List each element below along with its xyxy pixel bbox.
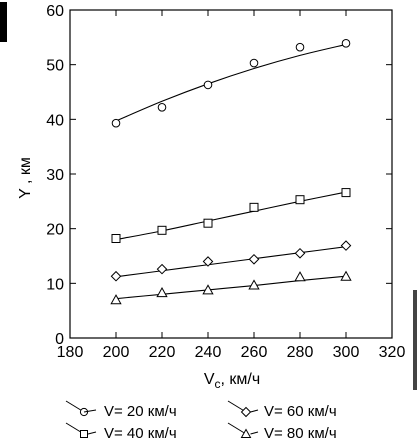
point-series-3-1 bbox=[156, 287, 168, 298]
legend-label-0: V= 20 км/ч bbox=[104, 403, 177, 420]
x-tick-label: 220 bbox=[149, 344, 176, 361]
fit-line-series-1 bbox=[115, 191, 347, 241]
y-axis-label: Y , км bbox=[17, 157, 34, 199]
point-series-3-0 bbox=[110, 294, 122, 305]
x-axis-label-main: V bbox=[204, 371, 215, 388]
legend-label-3: V= 80 км/ч bbox=[264, 425, 337, 442]
data-markers bbox=[110, 39, 352, 305]
legend-label-2: V= 60 км/ч bbox=[264, 403, 337, 420]
x-axis-label-sub: c bbox=[215, 377, 221, 391]
legend-item-2: V= 60 км/ч bbox=[227, 400, 337, 420]
point-series-2-2 bbox=[202, 256, 214, 267]
x-axis-ticks: 180 200 220 240 260 280 300 320 bbox=[57, 10, 406, 361]
fit-line-series-0 bbox=[115, 43, 347, 122]
legend-marker-square bbox=[80, 430, 88, 438]
x-tick-label: 280 bbox=[287, 344, 314, 361]
x-axis-label: Vc, км/ч bbox=[204, 371, 260, 391]
x-tick-label: 320 bbox=[379, 344, 406, 361]
right-edge-mark bbox=[413, 290, 417, 390]
fit-line-series-2 bbox=[115, 246, 347, 278]
point-series-1-1 bbox=[157, 225, 167, 235]
legend-marker-diamond bbox=[240, 406, 252, 418]
legend-item-0: V= 20 км/ч bbox=[65, 400, 177, 420]
point-series-0-1 bbox=[157, 103, 167, 112]
plot-area bbox=[69, 9, 393, 339]
x-tick-label: 260 bbox=[241, 344, 268, 361]
y-tick-label: 10 bbox=[46, 276, 64, 293]
point-series-1-0 bbox=[111, 234, 121, 244]
y-tick-label: 20 bbox=[46, 222, 64, 239]
y-tick-label: 60 bbox=[46, 3, 64, 20]
y-axis-ticks: 0 10 20 30 40 50 60 bbox=[46, 3, 392, 348]
point-series-3-5 bbox=[340, 270, 352, 281]
x-tick-label: 200 bbox=[103, 344, 130, 361]
point-series-1-5 bbox=[341, 188, 351, 198]
point-series-3-2 bbox=[202, 284, 214, 295]
point-series-2-0 bbox=[110, 270, 122, 282]
point-series-1-2 bbox=[203, 218, 213, 228]
x-tick-label: 240 bbox=[195, 344, 222, 361]
plot-frame bbox=[69, 9, 393, 339]
point-series-0-4 bbox=[295, 42, 305, 52]
point-series-0-0 bbox=[111, 118, 121, 128]
legend-item-3: V= 80 км/ч bbox=[227, 422, 337, 442]
x-tick-label: 180 bbox=[57, 344, 84, 361]
legend-item-1: V= 40 км/ч bbox=[65, 422, 177, 442]
y-tick-label: 30 bbox=[46, 167, 64, 184]
point-series-2-4 bbox=[294, 247, 306, 259]
point-series-1-4 bbox=[295, 195, 305, 205]
point-series-1-3 bbox=[249, 202, 259, 212]
point-series-3-4 bbox=[294, 271, 306, 282]
x-axis-label-unit: , км/ч bbox=[221, 371, 261, 388]
point-series-0-3 bbox=[249, 58, 259, 68]
point-series-2-1 bbox=[156, 263, 168, 275]
point-series-0-5 bbox=[341, 39, 351, 48]
legend: V= 20 км/ч V= 40 км/ч V= 60 км/ч V= 80 к… bbox=[65, 400, 337, 442]
y-tick-label: 0 bbox=[55, 331, 64, 348]
point-series-3-3 bbox=[248, 279, 260, 290]
y-tick-label: 50 bbox=[46, 58, 64, 75]
fit-line-series-3 bbox=[115, 275, 347, 300]
point-series-2-3 bbox=[248, 253, 260, 265]
point-series-2-5 bbox=[340, 240, 352, 251]
fit-lines bbox=[115, 43, 347, 300]
legend-marker-triangle bbox=[240, 428, 252, 438]
left-edge-mark bbox=[0, 2, 7, 42]
x-tick-label: 300 bbox=[333, 344, 360, 361]
y-tick-label: 40 bbox=[46, 112, 64, 129]
point-series-0-2 bbox=[203, 80, 213, 90]
legend-label-1: V= 40 км/ч bbox=[104, 425, 177, 442]
